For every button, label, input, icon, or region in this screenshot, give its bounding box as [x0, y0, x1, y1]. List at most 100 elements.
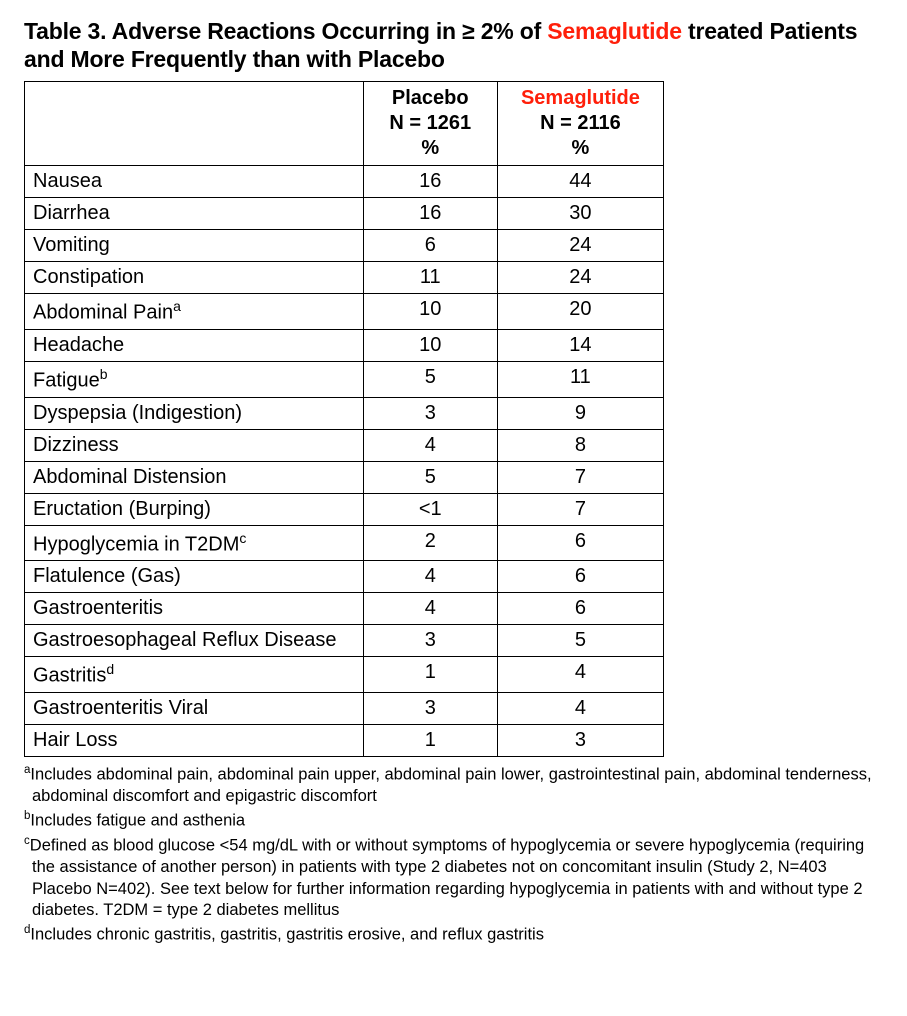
drug-value: 5 [497, 625, 663, 657]
drug-value: 8 [497, 429, 663, 461]
reaction-name: Hair Loss [33, 729, 117, 751]
placebo-value: 16 [363, 198, 497, 230]
reaction-name: Abdominal Pain [33, 302, 173, 324]
drug-value: 6 [497, 525, 663, 561]
reaction-paren: (Indigestion) [132, 402, 242, 424]
reaction-name: Gastroenteritis [33, 597, 163, 619]
reaction-footnote-marker: a [173, 298, 181, 314]
reaction-name: Constipation [33, 266, 144, 288]
drug-unit: % [572, 137, 590, 159]
footnote: aIncludes abdominal pain, abdominal pain… [24, 763, 874, 807]
placebo-value: <1 [363, 493, 497, 525]
table-row: Gastroesophageal Reflux Disease 35 [25, 625, 664, 657]
reaction-name-cell: Vomiting [25, 230, 364, 262]
table-row: Gastroenteritis Viral 34 [25, 692, 664, 724]
reaction-name-cell: Nausea [25, 166, 364, 198]
reaction-name-cell: Eructation (Burping) [25, 493, 364, 525]
title-prefix: Table 3. Adverse Reactions Occurring in … [24, 18, 547, 44]
footnote-text: Defined as blood glucose <54 mg/dL with … [30, 837, 864, 919]
placebo-value: 1 [363, 657, 497, 693]
table-row: Vomiting624 [25, 230, 664, 262]
reaction-name: Gastroenteritis Viral [33, 697, 208, 719]
table-row: Abdominal Paina1020 [25, 294, 664, 330]
reaction-name: Abdominal Distension [33, 466, 226, 488]
reaction-paren: (Gas) [131, 565, 181, 587]
table-header-row: Placebo N = 1261 % Semaglutide N = 2116 … [25, 82, 664, 166]
reaction-paren: (Burping) [129, 498, 211, 520]
table-row: Dyspepsia (Indigestion)39 [25, 397, 664, 429]
drug-value: 3 [497, 724, 663, 756]
placebo-value: 1 [363, 724, 497, 756]
table-title: Table 3. Adverse Reactions Occurring in … [24, 18, 883, 73]
footnote-text: Includes chronic gastritis, gastritis, g… [30, 926, 544, 944]
table-row: Hypoglycemia in T2DMc26 [25, 525, 664, 561]
reaction-name: Gastritis [33, 665, 106, 687]
table-row: Abdominal Distension 57 [25, 461, 664, 493]
header-drug: Semaglutide N = 2116 % [497, 82, 663, 166]
placebo-value: 3 [363, 397, 497, 429]
placebo-label: Placebo [392, 87, 469, 109]
reaction-name-cell: Constipation [25, 262, 364, 294]
drug-value: 7 [497, 493, 663, 525]
table-row: Eructation (Burping)<17 [25, 493, 664, 525]
reaction-name: Hypoglycemia in T2DM [33, 533, 239, 555]
table-row: Diarrhea 1630 [25, 198, 664, 230]
reaction-footnote-marker: b [100, 366, 108, 382]
drug-value: 24 [497, 262, 663, 294]
placebo-value: 3 [363, 692, 497, 724]
reaction-name-cell: Hair Loss [25, 724, 364, 756]
placebo-unit: % [421, 137, 439, 159]
drug-value: 24 [497, 230, 663, 262]
reaction-name: Eructation [33, 498, 129, 520]
placebo-value: 16 [363, 166, 497, 198]
reaction-name: Dizziness [33, 434, 119, 456]
reaction-name: Nausea [33, 170, 102, 192]
placebo-value: 10 [363, 294, 497, 330]
reaction-name: Headache [33, 334, 124, 356]
placebo-value: 10 [363, 329, 497, 361]
drug-n: N = 2116 [540, 112, 621, 134]
footnote-text: Includes fatigue and asthenia [30, 812, 245, 830]
adverse-reactions-table: Placebo N = 1261 % Semaglutide N = 2116 … [24, 81, 664, 757]
table-row: Gastroenteritis 46 [25, 593, 664, 625]
table-row: Constipation 1124 [25, 262, 664, 294]
table-row: Nausea1644 [25, 166, 664, 198]
placebo-value: 6 [363, 230, 497, 262]
footnote: cDefined as blood glucose <54 mg/dL with… [24, 834, 874, 921]
drug-value: 6 [497, 593, 663, 625]
placebo-value: 3 [363, 625, 497, 657]
footnote: dIncludes chronic gastritis, gastritis, … [24, 923, 874, 946]
placebo-value: 2 [363, 525, 497, 561]
table-row: Headache1014 [25, 329, 664, 361]
drug-value: 4 [497, 692, 663, 724]
placebo-value: 5 [363, 361, 497, 397]
drug-value: 9 [497, 397, 663, 429]
table-row: Fatigueb511 [25, 361, 664, 397]
reaction-name-cell: Abdominal Paina [25, 294, 364, 330]
placebo-value: 4 [363, 561, 497, 593]
placebo-n: N = 1261 [389, 112, 471, 134]
table-row: Dizziness 48 [25, 429, 664, 461]
placebo-value: 11 [363, 262, 497, 294]
reaction-name: Gastroesophageal Reflux Disease [33, 629, 337, 651]
reaction-name-cell: Dyspepsia (Indigestion) [25, 397, 364, 429]
footnote: bIncludes fatigue and asthenia [24, 809, 874, 832]
reaction-name: Flatulence [33, 565, 131, 587]
reaction-name-cell: Flatulence (Gas) [25, 561, 364, 593]
drug-value: 7 [497, 461, 663, 493]
header-placebo: Placebo N = 1261 % [363, 82, 497, 166]
drug-value: 30 [497, 198, 663, 230]
placebo-value: 4 [363, 429, 497, 461]
reaction-name: Diarrhea [33, 202, 110, 224]
table-row: Flatulence (Gas)46 [25, 561, 664, 593]
reaction-name-cell: Headache [25, 329, 364, 361]
drug-value: 6 [497, 561, 663, 593]
reaction-name-cell: Abdominal Distension [25, 461, 364, 493]
footnote-text: Includes abdominal pain, abdominal pain … [30, 765, 871, 804]
reaction-name-cell: Gastroesophageal Reflux Disease [25, 625, 364, 657]
placebo-value: 5 [363, 461, 497, 493]
reaction-name: Dyspepsia [33, 402, 132, 424]
reaction-name-cell: Dizziness [25, 429, 364, 461]
placebo-value: 4 [363, 593, 497, 625]
drug-label: Semaglutide [521, 87, 640, 109]
